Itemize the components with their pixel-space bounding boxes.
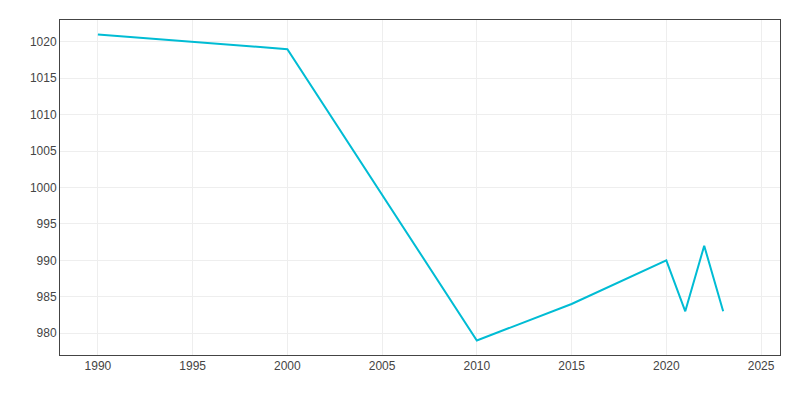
svg-text:2000: 2000 bbox=[274, 359, 301, 373]
svg-text:2015: 2015 bbox=[558, 359, 585, 373]
svg-text:985: 985 bbox=[37, 290, 57, 304]
svg-text:2005: 2005 bbox=[369, 359, 396, 373]
svg-text:2020: 2020 bbox=[653, 359, 680, 373]
svg-text:2010: 2010 bbox=[463, 359, 490, 373]
svg-text:1015: 1015 bbox=[30, 71, 57, 85]
svg-text:2025: 2025 bbox=[748, 359, 775, 373]
svg-text:1020: 1020 bbox=[30, 35, 57, 49]
svg-text:1005: 1005 bbox=[30, 144, 57, 158]
svg-text:980: 980 bbox=[37, 326, 57, 340]
svg-text:1010: 1010 bbox=[30, 108, 57, 122]
svg-text:990: 990 bbox=[37, 254, 57, 268]
svg-text:995: 995 bbox=[37, 217, 57, 231]
svg-text:1000: 1000 bbox=[30, 181, 57, 195]
svg-text:1995: 1995 bbox=[179, 359, 206, 373]
svg-text:1990: 1990 bbox=[85, 359, 112, 373]
